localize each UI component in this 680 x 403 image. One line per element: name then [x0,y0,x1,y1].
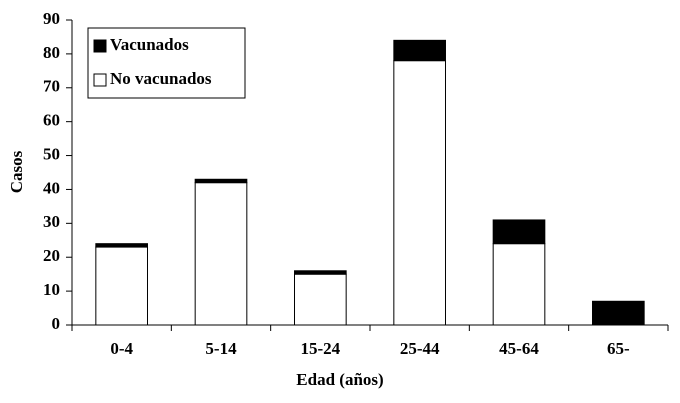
y-tick-label: 20 [43,246,60,265]
x-tick-label: 0-4 [110,339,133,358]
y-axis-label: Casos [7,150,26,193]
x-axis-label: Edad (años) [296,370,383,389]
y-tick-label: 40 [43,178,60,197]
legend-box [87,27,246,99]
y-tick-label: 10 [43,280,60,299]
bar-segment [95,246,148,326]
y-tick-label: 90 [43,9,60,28]
x-tick-label: 65- [607,339,630,358]
bar-segment [592,300,645,326]
y-tick-label: 50 [43,144,60,163]
bar-segment [294,270,347,275]
bar-segment [393,60,446,326]
y-tick-label: 80 [43,43,60,62]
y-tick-label: 30 [43,212,60,231]
x-tick-label: 15-24 [300,339,340,358]
x-tick-label: 25-44 [400,339,440,358]
bar-segment [492,243,546,326]
legend-label: Vacunados [110,35,189,54]
bar-segment [492,219,546,245]
bar-segment [95,243,148,248]
y-tick-label: 0 [52,314,61,333]
bar-segment [294,273,347,326]
y-tick-label: 60 [43,111,60,130]
legend-label: No vacunados [110,69,212,88]
bar-segment [393,39,446,62]
x-tick-label: 45-64 [499,339,539,358]
legend-swatch [93,73,107,87]
bar-segment [194,178,248,184]
y-tick-label: 70 [43,77,60,96]
x-tick-label: 5-14 [205,339,237,358]
legend-swatch [93,39,107,53]
bar-segment [194,182,248,326]
